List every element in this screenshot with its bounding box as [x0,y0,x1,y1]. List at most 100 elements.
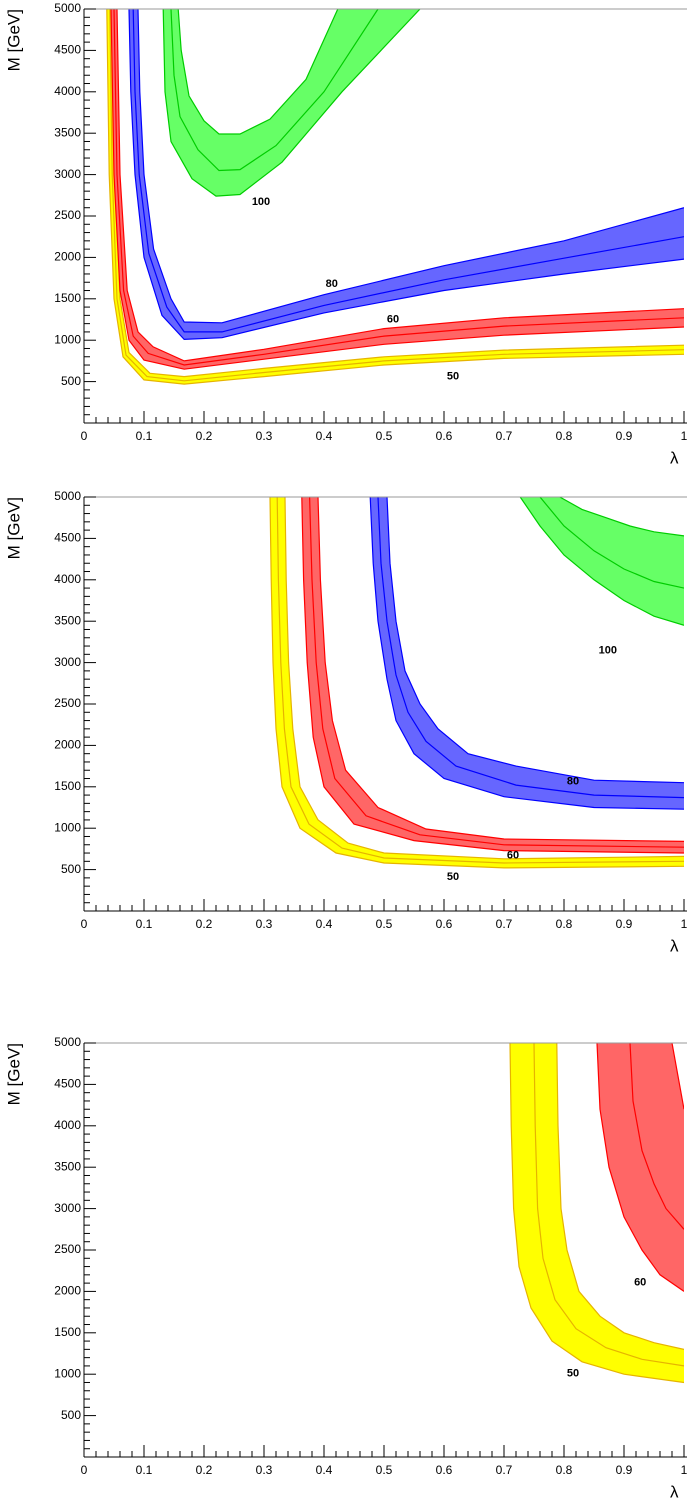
x-tick-label: 0.9 [616,429,633,443]
band-fill [129,9,684,340]
y-tick-label: 2500 [54,696,81,710]
y-tick-label: 3000 [54,655,81,669]
band-line [317,497,684,842]
y-tick-label: 500 [61,1408,81,1422]
band-fill [520,497,684,626]
y-tick-label: 3500 [54,613,81,627]
band-fill [270,497,684,868]
x-tick-label: 0.5 [376,917,393,931]
y-tick-label: 500 [61,374,81,388]
band-line [284,497,684,860]
x-axis-title: λ [670,448,679,467]
y-tick-label: 4000 [54,1118,81,1132]
x-tick-label: 0.8 [556,917,573,931]
band-line [671,1043,684,1110]
x-tick-label: 0 [81,429,88,443]
y-tick-label: 2000 [54,1284,81,1298]
band-line [276,497,684,864]
y-tick-label: 1500 [54,1325,81,1339]
band-line [386,497,684,784]
x-tick-label: 0.2 [196,1463,213,1477]
x-tick-label: 0.9 [616,1463,633,1477]
band-label: 100 [252,196,270,208]
y-tick-label: 2000 [54,250,81,264]
y-tick-label: 4500 [54,531,81,545]
y-tick-label: 1000 [54,332,81,346]
band-line [629,1043,684,1230]
band-fill [510,1043,684,1383]
y-tick-label: 4000 [54,572,81,586]
band-label: 100 [599,645,617,657]
x-tick-label: 0.3 [256,917,273,931]
x-tick-label: 0.6 [436,1463,453,1477]
band-line [137,9,684,324]
x-tick-label: 0.1 [136,429,153,443]
band-line [162,9,421,197]
y-tick-label: 3000 [54,167,81,181]
x-axis-title: λ [670,936,679,955]
band-label: 80 [326,278,338,290]
y-tick-label: 4500 [54,43,81,57]
band-fill [163,9,420,197]
x-tick-label: 0.8 [556,1463,573,1477]
y-tick-label: 4500 [54,1077,81,1091]
band-line [177,9,339,135]
y-tick-label: 3500 [54,1159,81,1173]
band-label: 50 [567,1367,579,1379]
y-tick-label: 1500 [54,779,81,793]
band-label: 60 [634,1277,646,1289]
x-tick-label: 0.4 [316,429,333,443]
x-tick-label: 0.2 [196,429,213,443]
x-tick-label: 0.8 [556,429,573,443]
x-tick-label: 0.1 [136,917,153,931]
band-line [377,497,684,799]
y-tick-label: 1000 [54,820,81,834]
y-tick-label: 2500 [54,1242,81,1256]
x-tick-label: 0.1 [136,1463,153,1477]
x-tick-label: 0.3 [256,1463,273,1477]
x-tick-label: 1 [681,917,687,931]
x-tick-label: 0.2 [196,917,213,931]
plot-area [106,9,684,385]
x-tick-label: 0.7 [496,1463,513,1477]
band-line [309,497,684,848]
y-tick-label: 5000 [54,1,81,15]
x-tick-label: 1 [681,1463,687,1477]
y-axis-title: M [GeV] [4,497,23,559]
band-line [301,497,684,854]
band-line [519,497,684,626]
x-tick-label: 0 [81,1463,88,1477]
y-tick-label: 2500 [54,208,81,222]
x-tick-label: 0.6 [436,429,453,443]
band-line [113,9,684,366]
x-tick-label: 0.5 [376,429,393,443]
band-line [132,9,684,333]
band-line [269,497,684,869]
band-line [128,9,684,341]
y-tick-label: 5000 [54,489,81,503]
x-tick-label: 0.5 [376,1463,393,1477]
band-line [369,497,684,810]
band-line [539,497,684,589]
x-axis-title: λ [670,1482,679,1499]
band-fill [597,1043,684,1292]
y-axis-title: M [GeV] [4,9,23,71]
x-tick-label: 0.7 [496,429,513,443]
band-label: 80 [567,776,579,788]
y-tick-label: 1500 [54,291,81,305]
band-line [106,9,684,385]
band-line [109,9,684,382]
x-tick-label: 1 [681,429,687,443]
band-line [596,1043,684,1292]
x-tick-label: 0.3 [256,429,273,443]
band-line [170,9,379,172]
band-line [559,497,684,537]
band-line [116,9,684,362]
plot-area [509,1043,684,1384]
band-label: 50 [447,871,459,883]
y-axis-title: M [GeV] [4,1043,23,1105]
y-tick-label: 2000 [54,738,81,752]
